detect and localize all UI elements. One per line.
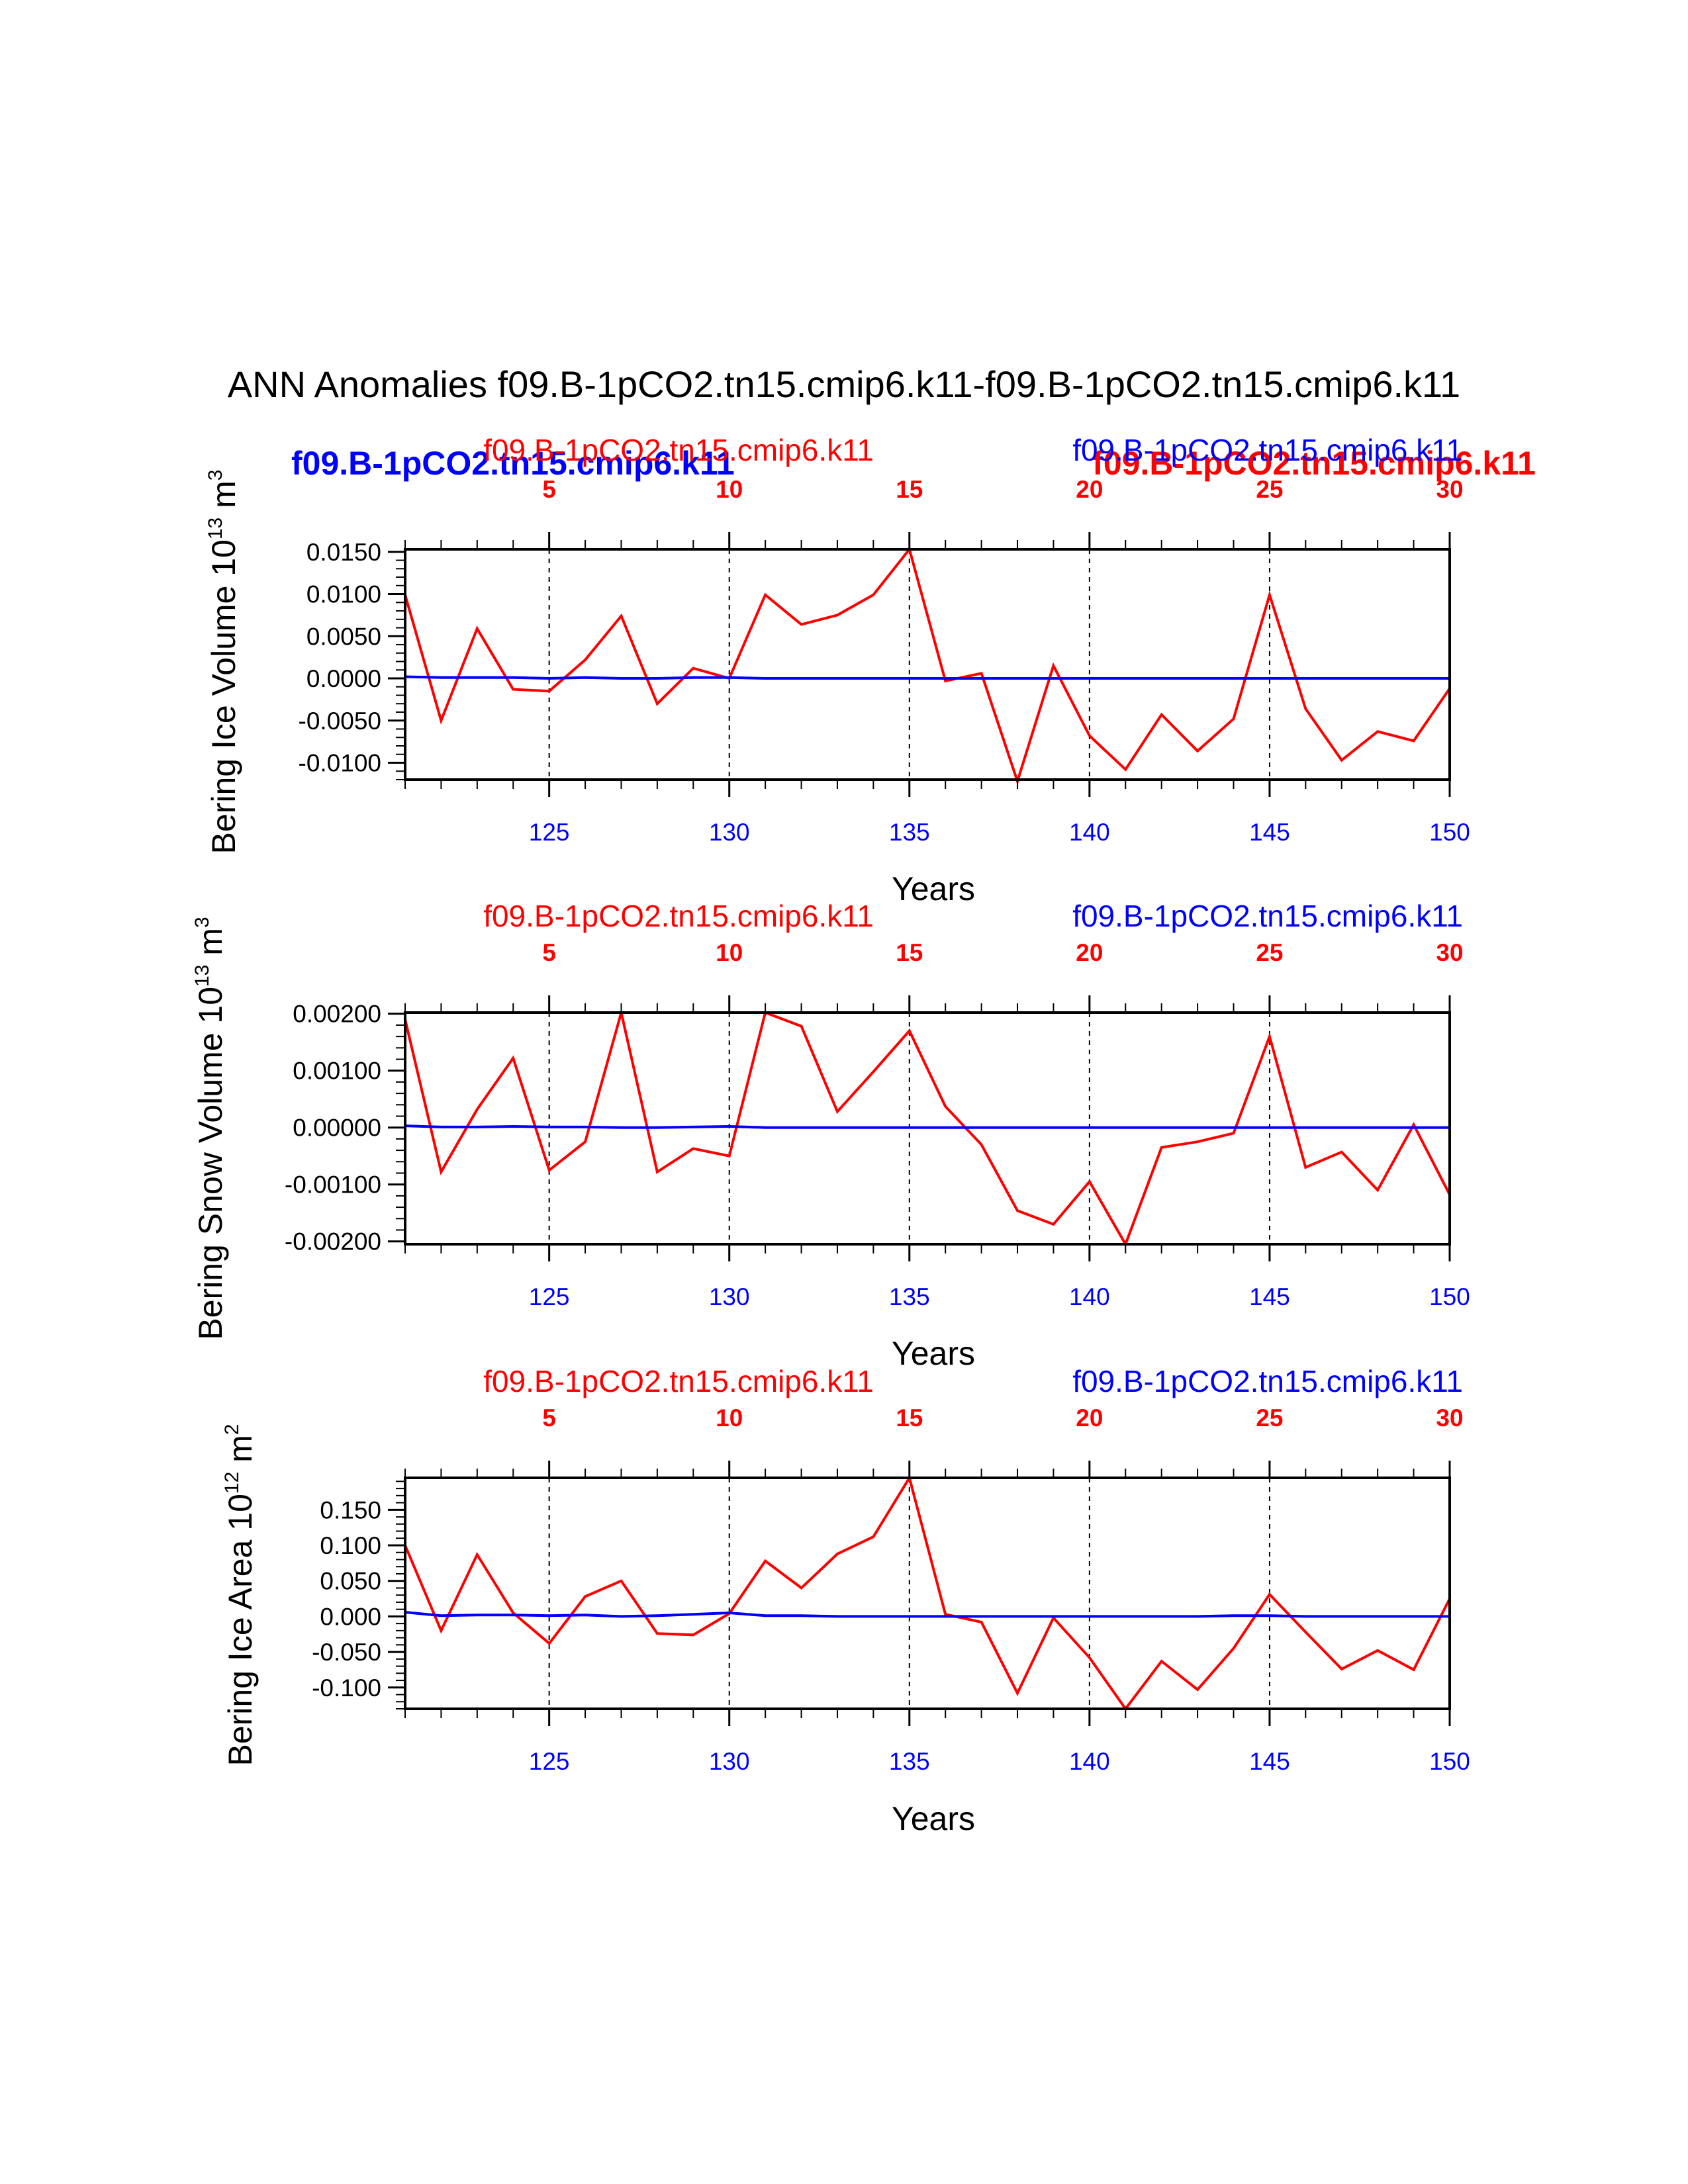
top-tick-label: 30 [1436,939,1463,966]
top-tick-label: 5 [542,476,556,503]
top-tick-label: 30 [1436,1404,1463,1432]
x-tick-label: 145 [1249,1283,1290,1310]
x-tick-label: 125 [529,1748,570,1775]
x-tick-label: 140 [1069,1748,1110,1775]
red-series-label: f09.B-1pCO2.tn15.cmip6.k11 [483,899,874,933]
x-axis-label: Years [892,1335,975,1372]
overlay-red-label: f09.B-1pCO2.tn15.cmip6.k11 [1092,445,1536,482]
x-tick-label: 135 [889,1748,930,1775]
top-tick-label: 20 [1076,939,1103,966]
snow-volume-panel: f09.B-1pCO2.tn15.cmip6.k11 f09.B-1pCO2.t… [191,899,1470,1372]
top-tick-label: 25 [1256,939,1283,966]
y-tick-label: 0.0150 [306,539,381,566]
x-tick-label: 125 [529,1283,570,1310]
x-tick-label: 145 [1249,819,1290,846]
top-tick-label: 25 [1256,1404,1283,1432]
red-series-line [404,1011,1451,1248]
x-tick-label: 145 [1249,1748,1290,1775]
top-tick-label: 20 [1076,1404,1103,1432]
y-tick-label: 0.0100 [306,581,381,608]
red-series-label: f09.B-1pCO2.tn15.cmip6.k11 [483,433,874,467]
x-tick-label: 135 [889,1283,930,1310]
y-tick-label: -0.00200 [285,1228,381,1255]
x-axis-label: Years [892,870,975,907]
top-tick-label: 20 [1076,476,1103,503]
y-tick-label: -0.00100 [285,1171,381,1199]
blue-series-label: f09.B-1pCO2.tn15.cmip6.k11 [1072,433,1463,467]
ice-volume-panel: f09.B-1pCO2.tn15.cmip6.k11 f09.B-1pCO2.t… [205,433,1470,907]
blue-series-label: f09.B-1pCO2.tn15.cmip6.k11 [1072,899,1463,933]
plot-frame [404,548,1451,781]
blue-series-label: f09.B-1pCO2.tn15.cmip6.k11 [1072,1364,1463,1398]
x-tick-label: 125 [529,819,570,846]
y-tick-label: 0.100 [320,1532,381,1559]
x-tick-label: 130 [709,1748,750,1775]
y-tick-label: 0.050 [320,1568,381,1595]
y-tick-label: 0.150 [320,1496,381,1524]
red-series-label: f09.B-1pCO2.tn15.cmip6.k11 [483,1364,874,1398]
top-tick-label: 15 [896,476,923,503]
y-tick-label: -0.100 [312,1674,381,1702]
x-axis-label: Years [892,1800,975,1837]
x-tick-label: 150 [1429,1748,1470,1775]
top-tick-label: 10 [716,476,743,503]
top-tick-label: 5 [542,1404,556,1432]
figure-title: ANN Anomalies f09.B-1pCO2.tn15.cmip6.k11… [228,363,1460,405]
y-tick-label: 0.000 [320,1603,381,1630]
overlay-blue-label: f09.B-1pCO2.tn15.cmip6.k11 [291,445,735,482]
x-tick-label: 150 [1429,819,1470,846]
top-tick-label: 10 [716,939,743,966]
top-tick-label: 15 [896,939,923,966]
x-tick-label: 150 [1429,1283,1470,1310]
red-series-line [404,546,1451,786]
y-tick-label: 0.00000 [293,1115,381,1142]
red-series-line [404,1474,1451,1711]
x-tick-label: 140 [1069,819,1110,846]
plot-frame [404,1477,1451,1710]
x-tick-label: 130 [709,1283,750,1310]
top-tick-label: 25 [1256,476,1283,503]
y-tick-label: -0.0100 [299,750,382,777]
y-axis-label: Bering Ice Area 1012 m2 [221,1424,259,1766]
blue-series-line [404,1124,1450,1129]
top-tick-label: 10 [716,1404,743,1432]
top-tick-label: 5 [542,939,556,966]
top-tick-label: 30 [1436,476,1463,503]
y-tick-label: -0.0050 [299,707,382,735]
ice-area-panel: f09.B-1pCO2.tn15.cmip6.k11 f09.B-1pCO2.t… [221,1364,1470,1837]
y-tick-label: 0.00200 [293,1001,381,1028]
y-tick-label: -0.050 [312,1639,381,1666]
y-tick-label: 0.00100 [293,1058,381,1085]
y-axis-label: Bering Ice Volume 1013 m3 [205,470,242,854]
y-axis-label: Bering Snow Volume 1013 m3 [191,917,229,1340]
x-tick-label: 130 [709,819,750,846]
x-tick-label: 135 [889,819,930,846]
x-tick-label: 140 [1069,1283,1110,1310]
y-tick-label: 0.0050 [306,623,381,650]
blue-series-line [404,675,1450,680]
blue-series-line [404,1611,1450,1618]
y-tick-label: 0.0000 [306,665,381,692]
top-tick-label: 15 [896,1404,923,1432]
